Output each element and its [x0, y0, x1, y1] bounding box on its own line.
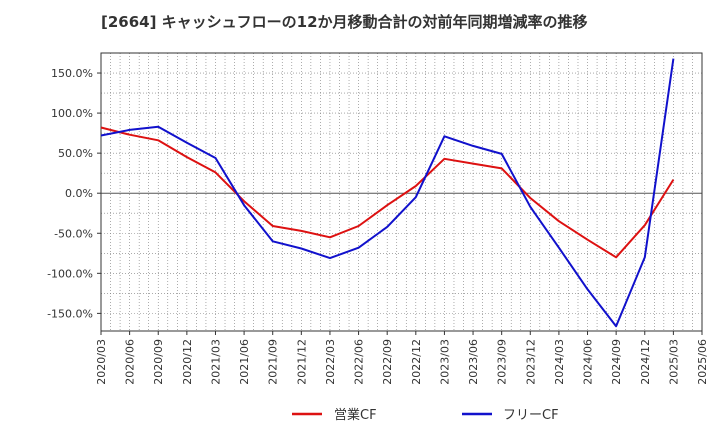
- y-tick-label: 150.0%: [51, 67, 93, 80]
- x-tick-label: 2025/06: [696, 339, 709, 385]
- x-tick-label: 2022/03: [324, 339, 337, 385]
- x-tick-label: 2024/06: [582, 339, 595, 385]
- series-line-2: [100, 58, 675, 328]
- x-tick-label: 2024/12: [639, 339, 652, 385]
- legend-label-2: フリーCF: [503, 408, 559, 423]
- x-tick-label: 2023/09: [496, 339, 509, 385]
- y-tick-label: 50.0%: [58, 147, 93, 160]
- x-tick-label: 2022/09: [381, 339, 394, 385]
- x-tick-label: 2023/12: [524, 339, 537, 385]
- series: [100, 58, 675, 328]
- legend: 営業CF フリーCF: [292, 407, 559, 423]
- x-tick-label: 2020/03: [95, 339, 108, 385]
- chart-title: [2664] キャッシュフローの12か月移動合計の対前年同期増減率の推移: [101, 13, 588, 31]
- x-tick-label: 2021/06: [238, 339, 251, 385]
- plot-frame: [100, 52, 703, 332]
- y-tick-label: -50.0%: [54, 227, 93, 240]
- x-tick-label: 2023/06: [467, 339, 480, 385]
- x-tick-label: 2021/09: [267, 339, 280, 385]
- x-tick-label: 2024/03: [553, 339, 566, 385]
- x-tick-label: 2020/09: [152, 339, 165, 385]
- plot-area: [101, 53, 702, 331]
- legend-label-1: 営業CF: [334, 407, 377, 423]
- y-tick-label: -100.0%: [47, 267, 93, 280]
- x-tick-label: 2020/12: [181, 339, 194, 385]
- x-tick-label: 2025/03: [667, 339, 680, 385]
- x-tick-label: 2021/03: [209, 339, 222, 385]
- x-tick-label: 2020/06: [124, 339, 137, 385]
- y-tick-label: 0.0%: [65, 187, 93, 200]
- x-tick-label: 2021/12: [295, 339, 308, 385]
- series-line-1: [100, 126, 675, 259]
- x-tick-label: 2022/12: [410, 339, 423, 385]
- y-tick-label: -150.0%: [47, 307, 93, 320]
- x-tick-label: 2023/03: [438, 339, 451, 385]
- grid: [100, 52, 703, 331]
- x-tick-label: 2022/06: [353, 339, 366, 385]
- axes: -150.0% -100.0% -50.0% 0.0% 50.0% 100.0% 150.0…: [47, 52, 709, 385]
- y-tick-label: 100.0%: [51, 107, 93, 120]
- x-tick-label: 2024/09: [610, 339, 623, 385]
